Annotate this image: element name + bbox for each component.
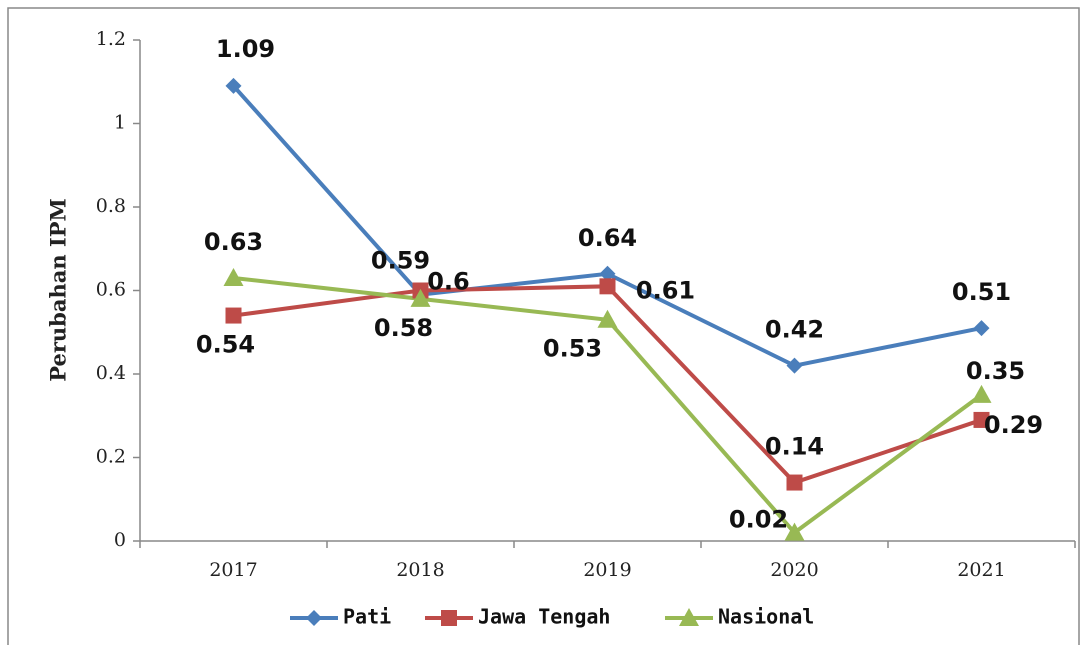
data-label: 0.64: [578, 224, 637, 252]
data-point: [225, 307, 242, 324]
data-label: 0.53: [543, 335, 602, 363]
data-point: [973, 411, 990, 428]
x-tick-label: 2021: [957, 559, 1005, 581]
y-tick-label: 1: [114, 112, 126, 134]
y-tick-label: 0.4: [96, 362, 126, 384]
data-label: 0.51: [952, 278, 1011, 306]
data-label: 0.61: [636, 276, 695, 304]
data-label: 1.09: [216, 35, 275, 63]
data-point: [410, 288, 431, 307]
x-tick-label: 2020: [770, 559, 818, 581]
legend-label: Pati: [343, 605, 391, 629]
data-label: 0.6: [427, 268, 470, 296]
y-tick-label: 0.6: [96, 279, 126, 301]
data-point: [599, 265, 616, 282]
x-tick-label: 2017: [209, 559, 257, 581]
y-tick-label: 0: [114, 529, 126, 551]
legend-marker: [306, 610, 322, 626]
data-point: [599, 278, 616, 295]
data-label: 0.02: [729, 506, 788, 534]
chart-frame: [7, 7, 1080, 645]
y-tick-label: 1.2: [96, 28, 126, 50]
data-label: 0.29: [984, 411, 1043, 439]
data-label: 0.59: [371, 247, 430, 275]
y-tick-label: 0.8: [96, 195, 126, 217]
data-point: [225, 77, 242, 94]
data-point: [223, 267, 244, 286]
data-label: 0.63: [204, 228, 263, 256]
data-point: [971, 384, 992, 403]
x-tick-label: 2018: [396, 559, 444, 581]
x-tick-label: 2019: [583, 559, 631, 581]
y-tick-label: 0.2: [96, 446, 126, 468]
data-label: 0.42: [765, 316, 824, 344]
data-point: [973, 320, 990, 337]
data-point: [786, 474, 803, 491]
legend-marker: [679, 608, 699, 626]
data-label: 0.58: [374, 314, 433, 342]
data-label: 0.14: [765, 433, 824, 461]
legend-marker: [441, 610, 457, 626]
legend-label: Nasional: [718, 605, 814, 629]
data-label: 0.35: [966, 357, 1025, 385]
data-point: [784, 522, 805, 541]
y-axis-label: Perubahan IPM: [46, 198, 71, 382]
data-label: 0.54: [196, 331, 255, 359]
data-point: [597, 309, 618, 328]
data-point: [786, 357, 803, 374]
legend-label: Jawa Tengah: [478, 605, 610, 629]
